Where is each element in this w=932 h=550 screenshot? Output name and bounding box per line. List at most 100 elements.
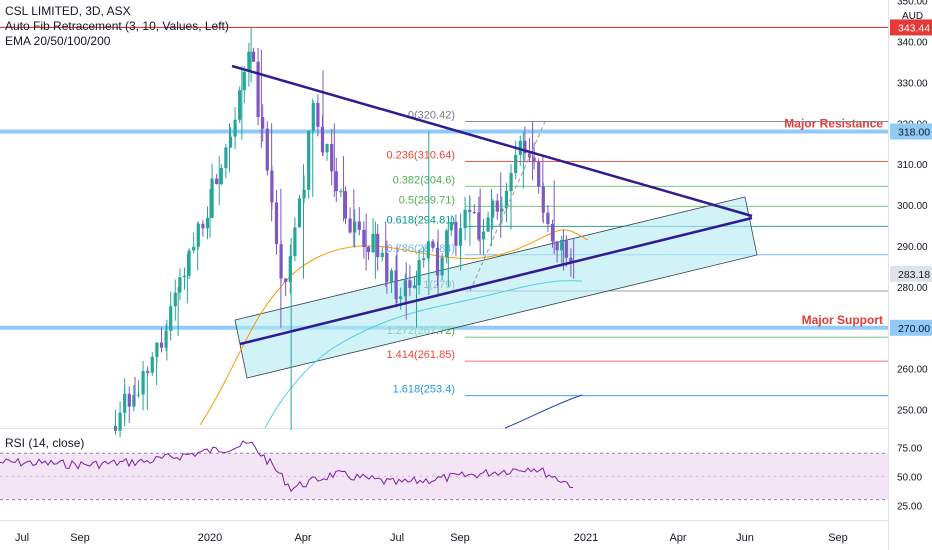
candle-body <box>127 393 131 407</box>
level-label: Major Support <box>802 313 883 327</box>
price-tick-label: 330.00 <box>897 78 928 89</box>
candle-body <box>366 246 371 253</box>
candle-body <box>284 278 288 282</box>
fib-indicator-title: Auto Fib Retracement (3, 10, Values, Lef… <box>5 19 229 33</box>
candle-body <box>118 412 122 431</box>
time-tick-label: Sep <box>828 532 848 544</box>
candle-body <box>210 178 214 218</box>
candle-body <box>205 217 210 229</box>
candle-body <box>435 247 440 276</box>
price-tick-label: 280.00 <box>897 283 928 294</box>
time-tick-label: Jun <box>736 532 754 544</box>
time-tick-label: Sep <box>450 532 470 544</box>
candle-body <box>394 270 398 300</box>
candle-body <box>523 140 527 154</box>
candle-body <box>219 168 223 185</box>
candle-body <box>481 231 486 240</box>
candle-body <box>495 200 499 212</box>
candle-body <box>150 356 154 373</box>
price-tick-label: 350.00 <box>897 0 928 8</box>
time-tick-label: Sep <box>70 532 90 544</box>
price-tick-label: 290.00 <box>897 242 928 253</box>
candle-body <box>182 275 187 278</box>
rsi-pane <box>0 440 888 501</box>
candle-body <box>532 157 536 162</box>
candle-body <box>422 258 426 261</box>
price-badge-label: 343.44 <box>898 22 930 34</box>
candle-body <box>297 198 302 228</box>
candle-body <box>159 342 164 348</box>
candle-body <box>330 143 334 172</box>
ema-cyan-line <box>264 280 583 429</box>
price-tick-label: 250.00 <box>897 406 928 417</box>
candles <box>113 27 575 438</box>
price-badge <box>890 123 932 140</box>
candle-body <box>399 296 403 300</box>
price-tick-label: 300.00 <box>897 201 928 212</box>
fib-label: 1.414(261.85) <box>387 349 456 361</box>
price-badge <box>890 319 932 336</box>
symbol-title: CSL LIMITED, 3D, ASX <box>5 4 131 18</box>
channel-body <box>234 196 758 379</box>
candle-body <box>403 280 407 297</box>
fib-label: 0(320.42) <box>408 110 455 122</box>
candle-body <box>164 330 168 348</box>
candle-body <box>251 51 256 62</box>
price-badges: 343.44 318.00 283.18 270.00 <box>890 19 932 336</box>
candle-body <box>274 202 279 245</box>
candle-body <box>215 178 219 185</box>
fib-label: 1.618(253.4) <box>393 384 455 396</box>
candle-body <box>389 270 394 282</box>
candle-body <box>201 223 205 229</box>
rsi-tick-label: 25.00 <box>897 501 922 512</box>
trendlines[interactable] <box>231 64 753 346</box>
candle-body <box>504 190 509 209</box>
candle-body <box>228 136 233 148</box>
candle-body <box>472 211 476 213</box>
ema-blue-line <box>504 394 583 429</box>
candle-body <box>187 250 191 276</box>
candle-body <box>325 143 329 153</box>
time-tick-label: Jul <box>390 532 404 544</box>
fib-label: 0.5(299.71) <box>399 194 455 206</box>
trend-channel[interactable] <box>234 196 758 379</box>
fib-connector <box>469 121 546 292</box>
candle-body <box>564 239 568 258</box>
time-tick-label: Jul <box>15 532 29 544</box>
candle-body <box>500 208 504 212</box>
candle-body <box>178 277 182 293</box>
candle-body <box>353 221 357 233</box>
candle-body <box>477 212 481 240</box>
candle-body <box>196 223 200 247</box>
time-tick-label: 2021 <box>574 532 598 544</box>
candle-body <box>288 256 292 282</box>
rsi-title: RSI (14, close) <box>5 436 85 450</box>
candle-body <box>362 229 366 247</box>
candle-body <box>132 395 136 407</box>
candle-body <box>307 130 311 190</box>
time-tick-label: 2020 <box>198 532 222 544</box>
price-badge <box>890 19 932 36</box>
candle-body <box>454 222 458 246</box>
candle-body <box>233 119 237 137</box>
candle-body <box>293 227 297 257</box>
candle-body <box>357 221 361 230</box>
candle-body <box>555 241 559 251</box>
price-tick-label: 310.00 <box>897 160 928 171</box>
candle-body <box>385 252 389 282</box>
candle-body <box>491 200 495 218</box>
fib-label: 0.618(294.81) <box>387 214 456 226</box>
price-badge-label: 283.18 <box>898 269 930 281</box>
candle-body <box>560 239 564 251</box>
rsi-tick-label: 50.00 <box>897 472 922 483</box>
candle-body <box>256 61 260 118</box>
candle-body <box>486 217 490 232</box>
candle-body <box>169 306 173 331</box>
price-badge-label: 270.00 <box>898 323 930 335</box>
ema-orange-line <box>199 229 589 426</box>
chart-legend: CSL LIMITED, 3D, ASX Auto Fib Retracemen… <box>5 4 229 49</box>
candle-body <box>302 189 306 199</box>
candle-body <box>550 223 555 242</box>
fib-label: 0.236(310.64) <box>387 150 456 162</box>
